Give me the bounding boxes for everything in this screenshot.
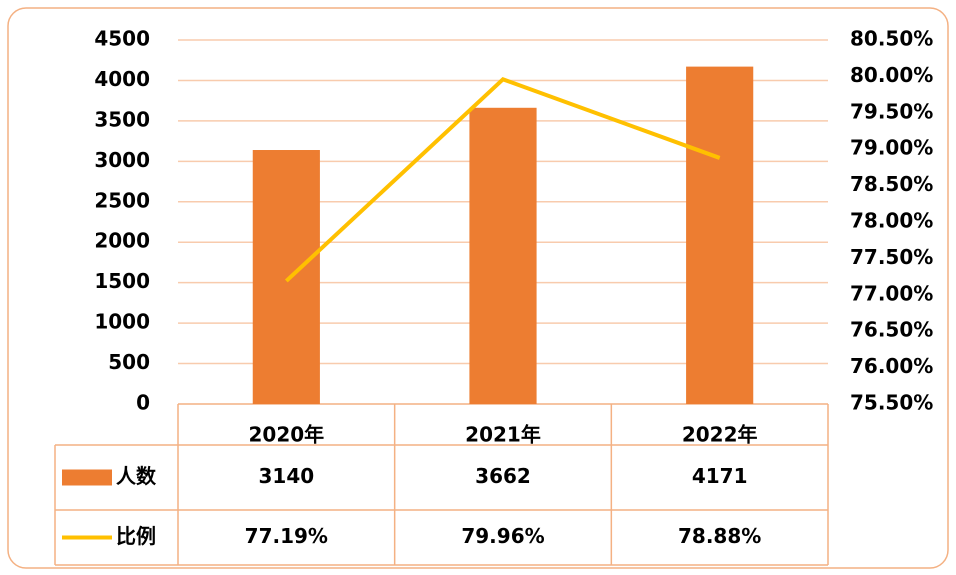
table-value: 3662 [475, 464, 531, 488]
table-value: 3140 [258, 464, 314, 488]
y2-tick-label: 76.00% [850, 354, 933, 378]
y-tick-label: 2500 [94, 188, 150, 212]
table-value: 4171 [692, 464, 748, 488]
table-value: 77.19% [245, 524, 328, 548]
legend-label: 人数 [116, 464, 157, 488]
y2-tick-label: 78.00% [850, 209, 933, 233]
y-tick-label: 4000 [94, 67, 150, 91]
y-tick-label: 500 [108, 350, 150, 374]
y2-tick-label: 78.50% [850, 172, 933, 196]
legend-label: 比例 [116, 524, 156, 548]
bar [686, 66, 754, 405]
y-tick-label: 2000 [94, 229, 150, 253]
x-tick-label: 2022年 [682, 423, 758, 447]
bar [469, 107, 537, 405]
legend-swatch [62, 469, 112, 486]
y-tick-label: 0 [136, 391, 150, 415]
y2-tick-label: 80.00% [850, 63, 933, 87]
y2-tick-label: 76.50% [850, 318, 933, 342]
y2-tick-label: 75.50% [850, 391, 933, 415]
table-value: 78.88% [678, 524, 761, 548]
y-tick-label: 1000 [94, 310, 150, 334]
y2-tick-label: 80.50% [850, 27, 933, 51]
table-value: 79.96% [461, 524, 544, 548]
bar [252, 150, 320, 404]
y2-tick-label: 79.00% [850, 136, 933, 160]
y-tick-label: 3500 [94, 107, 150, 131]
x-tick-label: 2021年 [465, 423, 541, 447]
x-tick-label: 2020年 [248, 423, 324, 447]
y2-tick-label: 79.50% [850, 99, 933, 123]
y2-tick-label: 77.00% [850, 281, 933, 305]
y2-tick-label: 77.50% [850, 245, 933, 269]
y-tick-label: 3000 [94, 148, 150, 172]
y-tick-label: 1500 [94, 269, 150, 293]
line [284, 77, 721, 283]
y-tick-label: 4500 [94, 27, 150, 51]
